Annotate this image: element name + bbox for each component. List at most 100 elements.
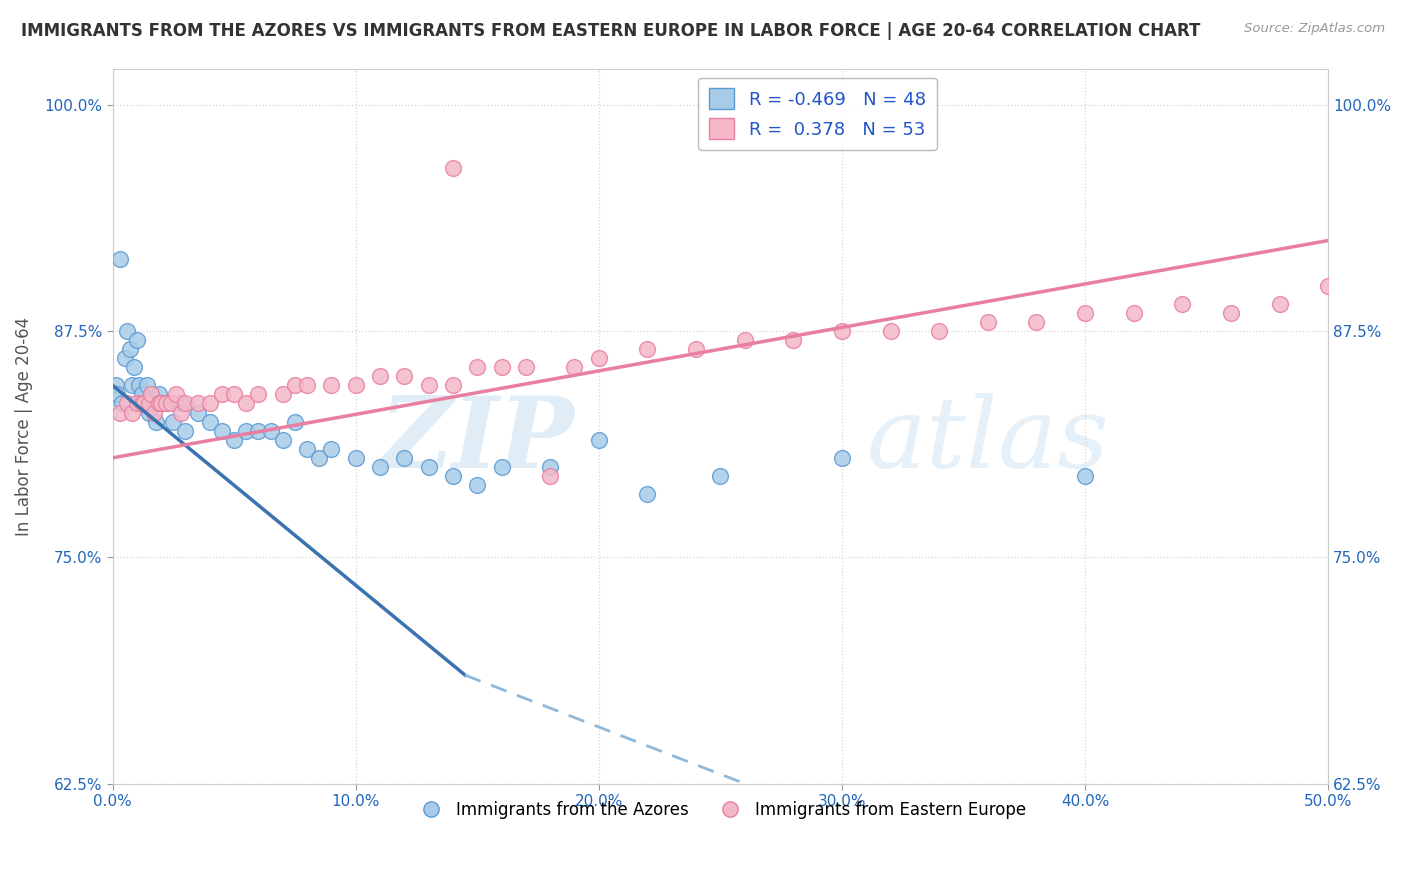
Text: ZIP: ZIP — [380, 392, 575, 489]
Point — [441, 469, 464, 483]
Point — [145, 415, 167, 429]
Point — [128, 378, 150, 392]
Point — [211, 387, 233, 401]
Point — [160, 396, 183, 410]
Point — [441, 378, 464, 392]
Point — [284, 378, 307, 392]
Point — [1171, 297, 1194, 311]
Point — [174, 424, 197, 438]
Point — [368, 459, 391, 474]
Point — [831, 324, 853, 338]
Point — [165, 387, 187, 401]
Point — [138, 405, 160, 419]
Point — [108, 405, 131, 419]
Point — [155, 396, 177, 410]
Point — [491, 360, 513, 375]
Point — [198, 396, 221, 410]
Point — [222, 387, 245, 401]
Point — [418, 378, 440, 392]
Point — [368, 369, 391, 384]
Point — [134, 396, 156, 410]
Point — [441, 161, 464, 175]
Point — [111, 396, 134, 410]
Point — [465, 478, 488, 492]
Point — [344, 378, 367, 392]
Point — [636, 342, 658, 356]
Point — [131, 387, 153, 401]
Legend: Immigrants from the Azores, Immigrants from Eastern Europe: Immigrants from the Azores, Immigrants f… — [408, 794, 1033, 825]
Point — [538, 459, 561, 474]
Point — [344, 450, 367, 465]
Point — [538, 469, 561, 483]
Point — [977, 315, 1000, 329]
Point — [114, 351, 136, 366]
Point — [155, 396, 177, 410]
Point — [211, 424, 233, 438]
Point — [465, 360, 488, 375]
Point — [685, 342, 707, 356]
Point — [125, 333, 148, 347]
Point — [187, 405, 209, 419]
Point — [259, 424, 281, 438]
Point — [782, 333, 804, 347]
Point — [105, 387, 128, 401]
Point — [709, 469, 731, 483]
Point — [491, 459, 513, 474]
Point — [148, 396, 170, 410]
Point — [636, 487, 658, 501]
Point — [141, 396, 163, 410]
Point — [1074, 469, 1097, 483]
Point — [174, 396, 197, 410]
Point — [135, 378, 157, 392]
Point — [108, 252, 131, 266]
Point — [142, 405, 165, 419]
Point — [141, 387, 163, 401]
Point — [118, 342, 141, 356]
Point — [1025, 315, 1047, 329]
Point — [131, 396, 153, 410]
Point — [1074, 306, 1097, 320]
Point — [394, 369, 416, 384]
Y-axis label: In Labor Force | Age 20-64: In Labor Force | Age 20-64 — [15, 317, 32, 536]
Point — [515, 360, 537, 375]
Point — [134, 396, 156, 410]
Point — [121, 405, 143, 419]
Point — [928, 324, 950, 338]
Point — [1268, 297, 1291, 311]
Point — [222, 433, 245, 447]
Point — [831, 450, 853, 465]
Point — [1122, 306, 1144, 320]
Point — [588, 433, 610, 447]
Point — [235, 396, 257, 410]
Point — [879, 324, 901, 338]
Point — [124, 360, 146, 375]
Point — [150, 396, 173, 410]
Point — [235, 424, 257, 438]
Point — [588, 351, 610, 366]
Point — [121, 378, 143, 392]
Point — [169, 405, 191, 419]
Point — [321, 378, 343, 392]
Point — [271, 387, 294, 401]
Point — [295, 442, 318, 456]
Point — [187, 396, 209, 410]
Text: Source: ZipAtlas.com: Source: ZipAtlas.com — [1244, 22, 1385, 36]
Point — [247, 387, 270, 401]
Text: IMMIGRANTS FROM THE AZORES VS IMMIGRANTS FROM EASTERN EUROPE IN LABOR FORCE | AG: IMMIGRANTS FROM THE AZORES VS IMMIGRANTS… — [21, 22, 1201, 40]
Text: atlas: atlas — [866, 392, 1109, 488]
Point — [150, 396, 173, 410]
Point — [125, 396, 148, 410]
Point — [115, 324, 138, 338]
Point — [162, 415, 184, 429]
Point — [394, 450, 416, 465]
Point — [169, 396, 191, 410]
Point — [564, 360, 586, 375]
Point — [284, 415, 307, 429]
Point — [105, 378, 128, 392]
Point — [418, 459, 440, 474]
Point — [1317, 278, 1340, 293]
Point — [138, 396, 160, 410]
Point — [198, 415, 221, 429]
Point — [115, 396, 138, 410]
Point — [295, 378, 318, 392]
